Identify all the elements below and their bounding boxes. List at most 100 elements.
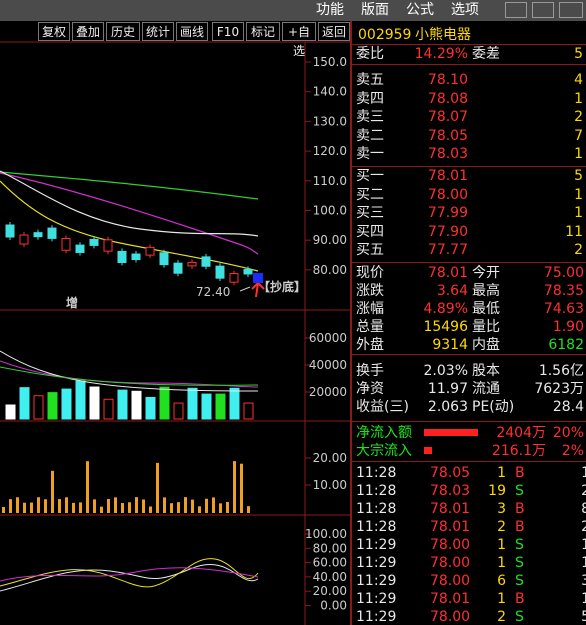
indicator-bar bbox=[240, 463, 243, 513]
volume-bar bbox=[243, 402, 254, 420]
book-label: 卖二 bbox=[356, 127, 384, 144]
close-button[interactable] bbox=[559, 2, 583, 18]
book-price: 78.10 bbox=[427, 72, 468, 88]
indicator-bar bbox=[58, 499, 61, 513]
menu-item[interactable]: 公式 bbox=[406, 2, 434, 18]
toolbar-button[interactable]: 返回 bbox=[318, 22, 350, 41]
stat-label: 涨幅 bbox=[356, 301, 384, 317]
fin-label: 净资 bbox=[356, 381, 384, 397]
trade-count: 2 bbox=[581, 519, 586, 535]
flow-label: 大宗流入 bbox=[356, 443, 412, 459]
toolbar-button[interactable]: 画线 bbox=[176, 22, 208, 41]
trade-side: S bbox=[515, 537, 524, 553]
stat-value: 78.01 bbox=[427, 265, 468, 281]
signal-label: 【抄底】 bbox=[258, 279, 306, 294]
trade-time: 11:29 bbox=[356, 591, 397, 607]
label: 委比 bbox=[356, 46, 384, 62]
candle-body bbox=[5, 224, 15, 238]
trade-side: B bbox=[515, 465, 525, 481]
trade-time: 11:28 bbox=[356, 501, 397, 517]
stat-value: 75.00 bbox=[543, 265, 584, 281]
label: 委差 bbox=[472, 46, 500, 62]
menu-item[interactable]: 版面 bbox=[361, 2, 389, 18]
separator bbox=[352, 166, 586, 167]
volume-bar bbox=[19, 387, 30, 420]
candle-body bbox=[89, 238, 99, 246]
trade-volume: 1 bbox=[497, 465, 506, 481]
trade-price: 78.01 bbox=[430, 519, 471, 535]
fin-label: PE(动) bbox=[472, 399, 515, 415]
toolbar-button[interactable]: F10 bbox=[212, 22, 244, 41]
indicator-bar bbox=[233, 461, 236, 513]
book-label: 卖五 bbox=[356, 72, 384, 88]
toolbar-button[interactable]: 统计 bbox=[142, 22, 174, 41]
volume-bar bbox=[5, 404, 16, 420]
flow-bar bbox=[424, 447, 432, 454]
flow-pct: 2% bbox=[561, 443, 584, 459]
trade-side: S bbox=[515, 573, 524, 589]
stat-label: 总量 bbox=[356, 319, 384, 335]
fin-value: 28.4 bbox=[552, 399, 584, 415]
volume-bar bbox=[117, 389, 128, 420]
trade-price: 78.01 bbox=[430, 591, 471, 607]
axis-label: 90.00 bbox=[313, 233, 347, 247]
value: 5 bbox=[574, 46, 583, 62]
toolbar-button[interactable]: 复权 bbox=[38, 22, 70, 41]
trade-side: B bbox=[515, 519, 525, 535]
fin-label: 股本 bbox=[472, 363, 500, 379]
candle-body bbox=[117, 250, 127, 264]
book-volume: 1 bbox=[574, 146, 583, 162]
restore-button[interactable] bbox=[532, 2, 554, 18]
candle-body bbox=[173, 262, 183, 274]
trade-volume: 1 bbox=[497, 555, 506, 571]
indicator-bar bbox=[247, 506, 250, 513]
trade-count: 3 bbox=[581, 573, 586, 589]
indicator-bar bbox=[184, 497, 187, 513]
indicator-bar bbox=[107, 498, 110, 513]
trade-price: 78.00 bbox=[430, 573, 471, 589]
candle-body bbox=[19, 234, 29, 245]
candle-body bbox=[229, 273, 239, 283]
volume-bar bbox=[89, 386, 100, 420]
trade-time: 11:28 bbox=[356, 519, 397, 535]
book-price: 78.05 bbox=[427, 127, 468, 144]
stat-label: 今开 bbox=[472, 265, 500, 281]
menu-item[interactable]: 功能 bbox=[316, 2, 344, 18]
indicator-bar bbox=[2, 507, 5, 513]
volume-bar bbox=[33, 395, 44, 420]
menu-item[interactable]: 选项 bbox=[451, 2, 479, 18]
toolbar-button[interactable]: +自选 bbox=[282, 22, 316, 58]
indicator-bar bbox=[149, 506, 152, 513]
toolbar-button[interactable]: 标记 bbox=[246, 22, 280, 41]
candle-body bbox=[103, 239, 113, 252]
stat-label: 外盘 bbox=[356, 337, 384, 353]
minimize-button[interactable] bbox=[505, 2, 527, 18]
stat-value: 78.35 bbox=[543, 283, 584, 299]
stat-value: 74.63 bbox=[543, 301, 584, 317]
indicator-bar bbox=[9, 499, 12, 513]
separator bbox=[352, 44, 586, 45]
trade-price: 78.00 bbox=[430, 537, 471, 553]
candle-body bbox=[47, 227, 57, 239]
book-price: 78.03 bbox=[427, 146, 468, 162]
candle-body bbox=[75, 244, 85, 253]
volume-bar bbox=[187, 387, 198, 420]
book-volume: 5 bbox=[574, 168, 583, 184]
stat-label: 涨跌 bbox=[356, 283, 384, 299]
trade-time: 11:29 bbox=[356, 555, 397, 571]
toolbar-button[interactable]: 历史 bbox=[106, 22, 140, 41]
book-volume: 2 bbox=[574, 109, 583, 125]
axis-label: 20.00 bbox=[313, 584, 347, 598]
fin-label: 流通 bbox=[472, 381, 500, 397]
axis-label: 40.00 bbox=[313, 570, 347, 584]
axis-label: 20000 bbox=[309, 385, 347, 399]
indicator-bar bbox=[44, 499, 47, 513]
separator bbox=[352, 421, 586, 422]
volume-bar bbox=[201, 393, 212, 420]
volume-bars bbox=[5, 380, 254, 420]
indicator-bar bbox=[212, 497, 215, 513]
indicator-bar bbox=[93, 499, 96, 513]
indicator-bar bbox=[219, 503, 222, 513]
toolbar-button[interactable]: 叠加 bbox=[72, 22, 104, 41]
